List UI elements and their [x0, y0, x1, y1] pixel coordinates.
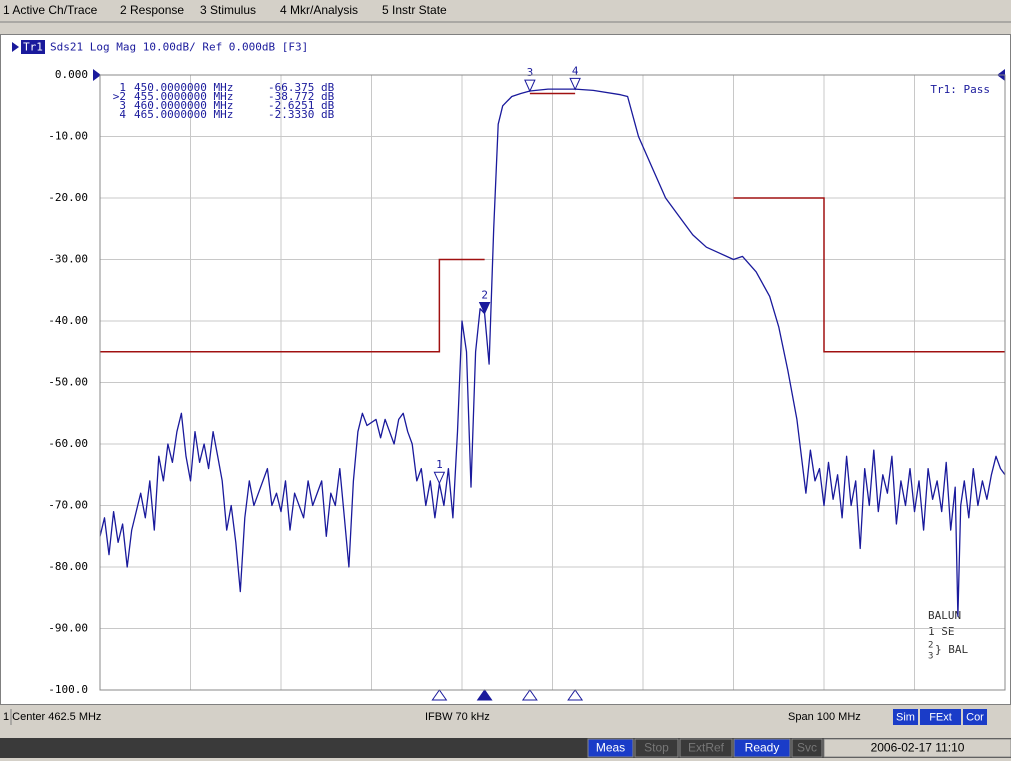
- stimulus-marker: [476, 689, 493, 701]
- plot-frame: [99, 74, 1006, 691]
- bottom-item-bg: [791, 738, 823, 758]
- marker: [433, 471, 446, 485]
- balun-bal: } BAL: [935, 643, 968, 656]
- stimulus-marker: [521, 689, 538, 701]
- menu-item[interactable]: 4 Mkr/Analysis: [280, 3, 358, 17]
- y-tick-label: -90.00: [48, 622, 88, 635]
- bottom-item: Ready: [745, 741, 780, 755]
- bottom-item-bg: [823, 738, 1011, 758]
- status-span: Span 100 MHz: [788, 711, 861, 723]
- status-flag-bg: [920, 709, 961, 725]
- trace: [99, 88, 1006, 617]
- y-tick-label: -10.00: [48, 130, 88, 143]
- y-tick-label: -30.00: [48, 253, 88, 266]
- limit-status: Tr1: Pass: [930, 83, 990, 96]
- bottom-item-bg: [733, 738, 791, 758]
- trace-name: Tr1: [23, 41, 43, 54]
- bottom-item: 2006-02-17 11:10: [871, 741, 965, 755]
- marker-number: 2: [481, 288, 488, 301]
- y-tick-label: -40.00: [48, 314, 88, 327]
- marker-table-id: 3: [119, 99, 126, 112]
- balun-port: 2: [928, 641, 933, 651]
- marker-number: 1: [436, 458, 443, 471]
- marker-table-value: -2.3330 dB: [268, 108, 335, 121]
- stimulus-marker: [567, 689, 584, 701]
- status-flag: FExt: [929, 711, 952, 723]
- balun-port: 3: [928, 652, 933, 662]
- status-flag-bg: [963, 709, 987, 725]
- bottom-item-bg: [634, 738, 679, 758]
- y-tick-label: -80.00: [48, 560, 88, 573]
- bottom-item-bg: [587, 738, 634, 758]
- bottom-item-bg: [679, 738, 733, 758]
- bottom-item: ExtRef: [688, 741, 725, 755]
- menu-bar: [0, 0, 1011, 22]
- marker-table-value: -38.772 dB: [268, 90, 335, 103]
- menu-item[interactable]: 1 Active Ch/Trace: [3, 3, 98, 17]
- status-flag: Sim: [896, 711, 915, 723]
- stimulus-marker: [431, 689, 448, 701]
- marker-number: 3: [527, 66, 534, 79]
- balun-port: 1 SE: [928, 625, 955, 638]
- status-center: 1 Center 462.5 MHz: [3, 711, 101, 723]
- marker: [569, 77, 581, 91]
- y-tick-label: -20.00: [48, 191, 88, 204]
- limit-line: [100, 258, 485, 353]
- marker-table-freq: 465.0000000 MHz: [134, 108, 233, 121]
- marker-table-id: 1: [119, 81, 126, 94]
- marker-table-freq: 460.0000000 MHz: [134, 99, 233, 112]
- limit-line: [733, 197, 1005, 353]
- trace-badge[interactable]: [21, 40, 45, 54]
- marker-table-id: 4: [119, 108, 126, 121]
- bottom-item: Stop: [644, 741, 669, 755]
- y-tick-label: -100.0: [48, 683, 88, 696]
- y-tick-label: 0.000: [55, 68, 88, 81]
- status-flag: Cor: [966, 711, 984, 723]
- menu-item[interactable]: 2 Response: [120, 3, 184, 17]
- display-area: [0, 34, 1011, 705]
- status-flag-bg: [893, 709, 918, 725]
- trace-indicator: [12, 42, 19, 52]
- marker-table-value: -66.375 dB: [268, 81, 335, 94]
- menu-item[interactable]: 3 Stimulus: [200, 3, 256, 17]
- marker-table-freq: 450.0000000 MHz: [134, 81, 233, 94]
- bottom-item: Meas: [596, 741, 625, 755]
- balun-title: BALUN: [928, 609, 961, 622]
- status-ifbw: IFBW 70 kHz: [425, 711, 490, 723]
- bottom-item: Svc: [797, 741, 817, 755]
- y-tick-label: -50.00: [48, 376, 88, 389]
- menu-item[interactable]: 5 Instr State: [382, 3, 447, 17]
- marker: [524, 79, 536, 93]
- marker-number: 4: [572, 64, 579, 77]
- y-tick-label: -60.00: [48, 437, 88, 450]
- marker-table-value: -2.6251 dB: [268, 99, 335, 112]
- ref-level-left: [93, 69, 101, 81]
- marker-table-freq: 455.0000000 MHz: [134, 90, 233, 103]
- y-tick-label: -70.00: [48, 499, 88, 512]
- status-bar: [0, 707, 1011, 727]
- marker: [478, 301, 491, 315]
- marker-table-id: >2: [113, 90, 126, 103]
- trace-header: Sds21 Log Mag 10.00dB/ Ref 0.000dB [F3]: [50, 41, 308, 54]
